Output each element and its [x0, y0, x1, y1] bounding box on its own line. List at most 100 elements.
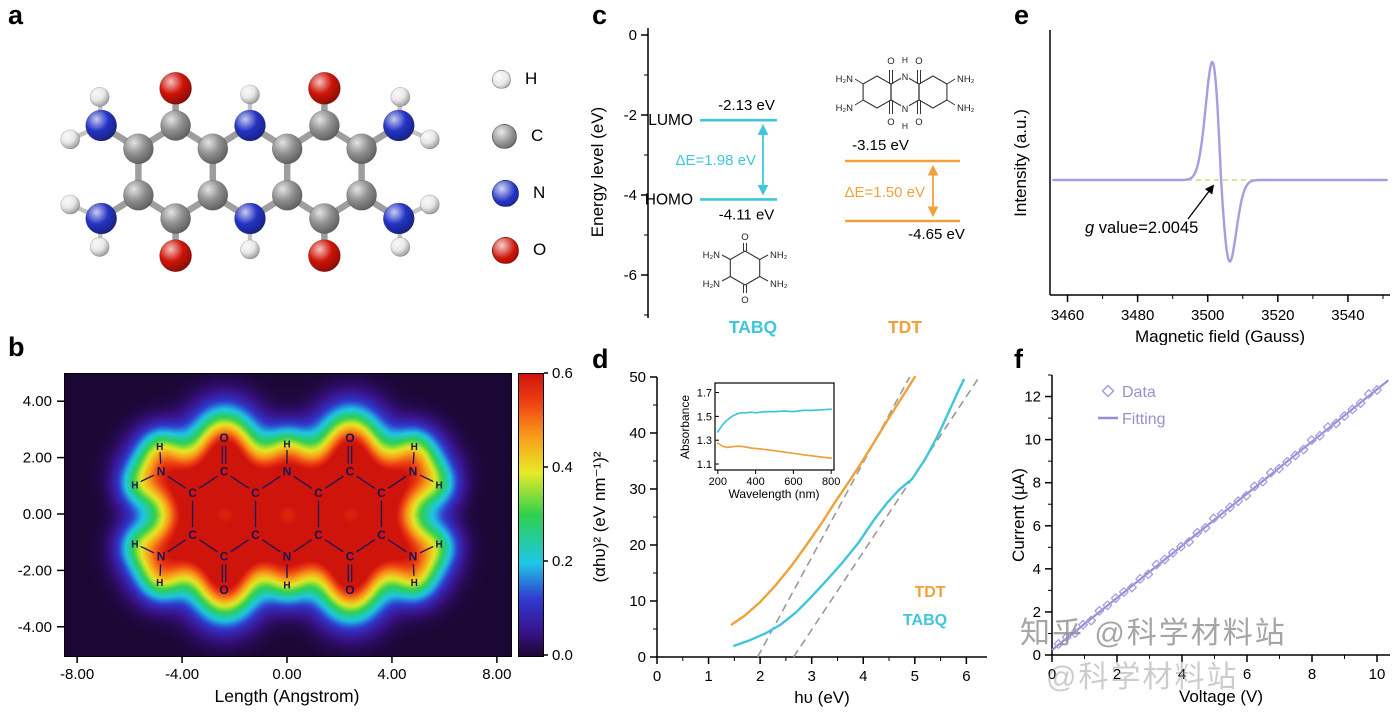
atom-o: [159, 239, 192, 272]
atom-c: [123, 179, 154, 211]
x-tick-label: 4: [1178, 666, 1186, 683]
colorbar-tick-label: 0.0: [552, 647, 573, 664]
svg-text:H: H: [902, 55, 908, 65]
skeletal-atom-c: C: [314, 486, 323, 500]
y-tick-label: 10: [629, 593, 646, 610]
skeletal-atom-n: N: [157, 549, 166, 563]
atom-n: [382, 109, 415, 142]
skeletal-atom-c: C: [377, 528, 386, 542]
atom-sphere-o-icon: [492, 236, 519, 264]
svg-text:NH₂: NH₂: [957, 103, 975, 114]
svg-text:NH₂: NH₂: [770, 250, 788, 261]
atom-legend: H C N O: [492, 0, 572, 345]
legend-item-h: H: [492, 66, 537, 92]
panel-d-label: d: [592, 344, 609, 374]
y-tick-label: 2.00: [23, 450, 52, 467]
x-tick-label: 3460: [1051, 307, 1084, 324]
skeletal-atom-c: C: [314, 528, 323, 542]
inset-x-tick: 800: [822, 476, 840, 488]
skeletal-atom-h: H: [436, 540, 443, 551]
atom-h: [240, 84, 260, 105]
y-tick-label: 4.00: [23, 393, 52, 410]
energy-tick-label: 0: [629, 27, 637, 44]
skeletal-atom-n: N: [283, 549, 292, 563]
skeletal-atom-c: C: [377, 486, 386, 500]
y-tick-label: 20: [629, 537, 646, 554]
panel-iv-curve: 0 2 4 6 8 10 0 2 4 6 8 10 12 Voltage (V) Current (µA) D…: [1010, 345, 1400, 713]
atom-c: [346, 133, 377, 165]
y-tick-label: 30: [629, 481, 646, 498]
y-tick-label: 8: [1033, 475, 1041, 492]
svg-text:O: O: [887, 56, 894, 67]
x-tick-label: 3540: [1331, 307, 1364, 324]
atom-c: [309, 203, 340, 234]
molecule-3d-svg: [60, 72, 440, 272]
svg-text:H₂N: H₂N: [836, 103, 854, 114]
x-axis-label: Length (Angstrom): [215, 686, 360, 706]
svg-text:NH₂: NH₂: [957, 74, 975, 85]
svg-text:H: H: [902, 121, 908, 131]
skeletal-atom-c: C: [251, 528, 260, 542]
level-name: HOMO: [645, 191, 693, 208]
energy-tick-label: -6: [624, 267, 637, 284]
y-axis-label: Current (µA): [1010, 468, 1028, 562]
svg-text:O: O: [915, 56, 922, 67]
panel-epr-spectrum: 3460 3480 3500 3520 3540 Magnetic field (Gaus…: [1010, 0, 1400, 345]
atom-c: [271, 179, 303, 211]
svg-text:O: O: [887, 117, 894, 128]
atom-c: [160, 203, 191, 234]
x-tick-label: 1: [704, 668, 712, 685]
y-tick-label: -2.00: [18, 562, 52, 579]
series-name-tdt: TDT: [888, 317, 922, 337]
y-tick-label: 4: [1033, 561, 1041, 578]
skeletal-atom-h: H: [156, 442, 163, 453]
skeletal-atom-c: C: [346, 549, 355, 563]
colorbar-tick-label: 0.6: [552, 365, 573, 382]
atom-h: [240, 239, 260, 260]
panel-b-label: b: [8, 332, 25, 362]
y-tick-label: -4.00: [18, 619, 52, 636]
epr-svg: 3460 3480 3500 3520 3540 Magnetic field (Gaus…: [1011, 30, 1390, 345]
panel-c-label: c: [592, 0, 608, 30]
y-tick-label: 50: [629, 369, 646, 386]
legend-fitting-label: Fitting: [1122, 411, 1166, 428]
skeletal-atom-c: C: [346, 465, 355, 479]
x-tick-label: -8.00: [60, 666, 94, 683]
x-tick-label: 2: [756, 668, 764, 685]
atom-h: [89, 237, 110, 257]
level-value: -4.65 eV: [908, 226, 965, 243]
skeletal-atom-n: N: [409, 465, 418, 479]
skeletal-atom-o: O: [345, 583, 354, 597]
svg-text:O: O: [741, 295, 748, 306]
delta-e-label: ΔE=1.98 eV: [676, 152, 757, 169]
legend-item-n: N: [492, 179, 545, 207]
legend-tdt: TDT: [914, 584, 945, 601]
inset-y-label: Absorbance: [678, 395, 692, 459]
x-tick-label: 10: [1369, 666, 1386, 683]
inset-y-tick: 1.1: [697, 459, 712, 471]
atom-n: [382, 202, 415, 235]
x-tick-label: 4.00: [377, 666, 406, 683]
atom-n: [234, 202, 266, 235]
x-tick-label: 2: [1113, 666, 1121, 683]
y-tick-label: 6: [1033, 518, 1041, 535]
skeletal-atom-n: N: [283, 465, 292, 479]
skeletal-atom-c: C: [220, 465, 229, 479]
inset-y-tick: 1.5: [697, 411, 712, 423]
level-name: LUMO: [648, 112, 693, 129]
x-tick-label: -4.00: [165, 666, 199, 683]
y-tick-label: 0.00: [23, 506, 52, 523]
legend-label-o: O: [533, 240, 547, 259]
atom-sphere-h-icon: [492, 69, 511, 89]
tauc-plot-svg: 0 1 2 3 4 5 6 0 10 20 30 40 50 hυ (eV) (αhυ)² (eV nm⁻¹…: [590, 369, 987, 707]
atom-c: [346, 179, 377, 211]
legend-label-h: H: [525, 69, 538, 88]
x-tick-label: 0: [1048, 666, 1056, 683]
energy-tick-label: -4: [624, 187, 637, 204]
density-heatmap-canvas: [64, 373, 512, 657]
skeletal-atom-o: O: [345, 431, 354, 445]
series-name-tabq: TABQ: [729, 317, 777, 337]
level-value: -2.13 eV: [718, 97, 775, 114]
panel-e-label: e: [1014, 0, 1030, 30]
skeletal-atom-c: C: [251, 486, 260, 500]
